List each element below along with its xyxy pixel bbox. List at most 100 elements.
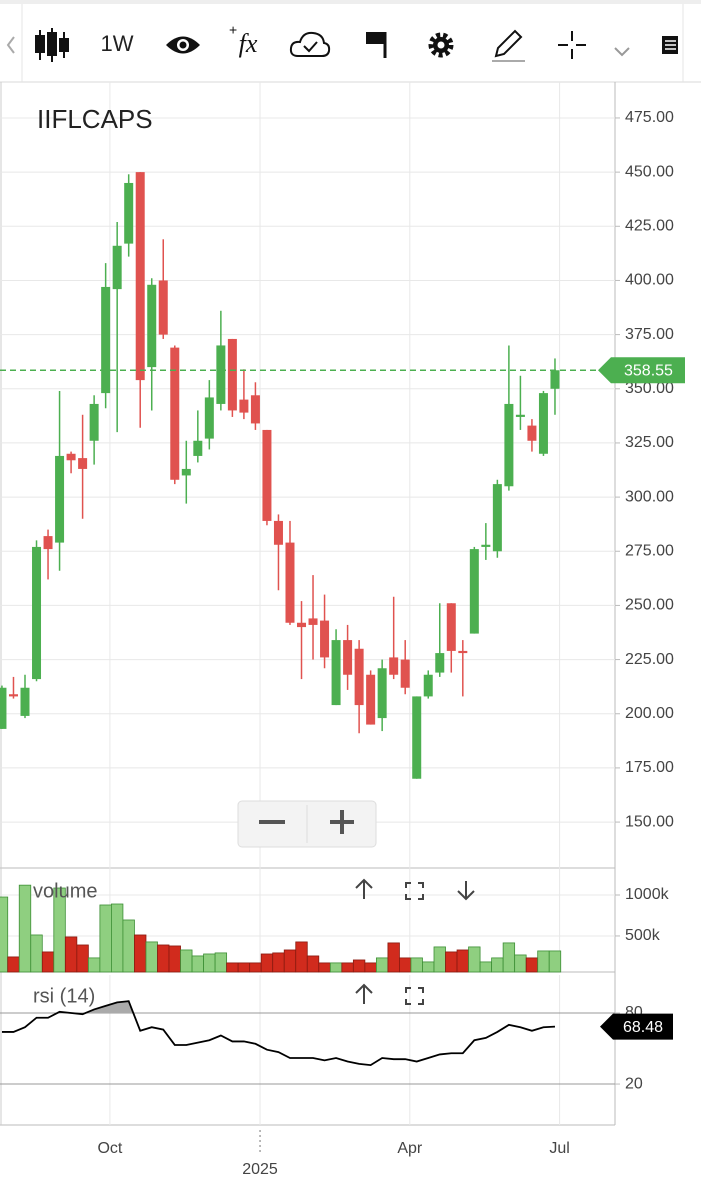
volume-bar bbox=[214, 952, 228, 973]
y-tick-label: 1000k bbox=[625, 886, 670, 903]
rsi-label: 68.48 bbox=[623, 1019, 663, 1036]
volume-bar bbox=[226, 962, 239, 973]
volume-bar bbox=[399, 957, 412, 973]
candle-body bbox=[124, 182, 134, 244]
y-tick-label: 325.00 bbox=[625, 434, 674, 451]
volume-bar bbox=[295, 941, 308, 973]
candle-body bbox=[216, 345, 226, 404]
volume-bar bbox=[445, 951, 458, 973]
last-price-label: 358.55 bbox=[624, 362, 673, 379]
candle-body bbox=[320, 620, 330, 658]
candle-body bbox=[366, 674, 376, 725]
more-chevron[interactable] bbox=[614, 47, 630, 57]
candle-body bbox=[32, 546, 42, 680]
volume-bar bbox=[237, 962, 251, 973]
indicator-button[interactable]: + fx bbox=[229, 22, 258, 58]
x-tick-label: Jul bbox=[549, 1140, 569, 1157]
candle-body bbox=[285, 542, 295, 623]
volume-bar bbox=[180, 949, 193, 973]
top-strip bbox=[0, 0, 701, 4]
volume-bar bbox=[41, 951, 55, 973]
volume-bar bbox=[329, 962, 343, 973]
volume-bar bbox=[272, 952, 285, 973]
candle-body bbox=[389, 657, 399, 675]
candle-body bbox=[170, 347, 180, 480]
volume-bar bbox=[99, 904, 112, 973]
y-tick-label: 275.00 bbox=[625, 542, 674, 559]
candle-body bbox=[400, 659, 410, 688]
candle-body bbox=[204, 397, 214, 439]
volume-bar bbox=[422, 961, 435, 973]
candle-body bbox=[20, 687, 30, 716]
candle-body bbox=[331, 640, 341, 706]
zoom-in-button[interactable] bbox=[330, 810, 354, 834]
volume-bar bbox=[502, 942, 516, 973]
candle-body bbox=[250, 395, 260, 424]
candle-body bbox=[8, 694, 18, 697]
volume-bar bbox=[30, 934, 43, 973]
volume-bar bbox=[122, 919, 135, 973]
candle-body bbox=[147, 284, 157, 368]
symbol-title: IIFLCAPS bbox=[37, 104, 153, 134]
menu-button[interactable] bbox=[662, 36, 678, 54]
plot-area: Oct 2025 Apr Jul 150.00 175.00 200.00 225.00 250… bbox=[0, 82, 685, 1178]
visibility-button[interactable] bbox=[166, 36, 200, 54]
volume-bar bbox=[491, 957, 504, 973]
x-tick-label: Oct bbox=[97, 1140, 122, 1157]
y-tick-label: 150.00 bbox=[625, 813, 674, 830]
volume-bar bbox=[479, 961, 493, 973]
candle-body bbox=[0, 687, 7, 729]
draw-button[interactable] bbox=[492, 29, 525, 62]
volume-bar bbox=[249, 962, 262, 973]
candle-body bbox=[492, 484, 502, 552]
zoom-out-button[interactable] bbox=[259, 820, 285, 824]
chart-type-button[interactable] bbox=[35, 28, 69, 62]
candle-body bbox=[297, 622, 307, 628]
volume-bar bbox=[456, 949, 469, 973]
candle-body bbox=[227, 338, 237, 411]
scroll-left[interactable] bbox=[6, 36, 15, 54]
volume-bar bbox=[306, 955, 320, 973]
y-tick-label: 475.00 bbox=[625, 109, 674, 126]
volume-bar bbox=[0, 896, 9, 973]
candle-body bbox=[423, 674, 433, 697]
candle-body bbox=[239, 399, 249, 413]
rsi-line bbox=[1, 1000, 556, 1067]
candle-body bbox=[193, 440, 203, 456]
y-tick-label: 500k bbox=[625, 927, 661, 944]
candle-body bbox=[55, 455, 65, 543]
volume-bar bbox=[548, 950, 562, 973]
move-up-button[interactable] bbox=[355, 878, 373, 899]
candle-body bbox=[527, 425, 537, 441]
volume-bar bbox=[364, 962, 377, 973]
candle-body bbox=[354, 648, 364, 706]
volume-bar bbox=[168, 945, 181, 973]
candle-body bbox=[101, 286, 111, 394]
volume-bar bbox=[64, 936, 78, 973]
volume-title: volume bbox=[33, 880, 97, 902]
move-up-button[interactable] bbox=[355, 983, 373, 1004]
x-tick-label: Apr bbox=[397, 1140, 423, 1157]
overbought-fill bbox=[1, 1001, 555, 1014]
volume-bar bbox=[7, 956, 20, 973]
volume-bar bbox=[260, 953, 274, 973]
volume-bar bbox=[134, 934, 147, 973]
candle-body bbox=[112, 245, 122, 290]
cloud-button[interactable] bbox=[289, 31, 331, 57]
maximize-button[interactable] bbox=[405, 987, 424, 1005]
y-tick-label: 250.00 bbox=[625, 597, 674, 614]
volume-bar bbox=[433, 946, 446, 973]
volume-bar bbox=[283, 949, 297, 973]
timeframe-button[interactable]: 1W bbox=[101, 31, 134, 56]
candle-body bbox=[43, 536, 53, 550]
settings-button[interactable] bbox=[428, 32, 454, 58]
flag-button[interactable] bbox=[366, 32, 387, 58]
maximize-button[interactable] bbox=[405, 882, 424, 900]
crosshair-button[interactable] bbox=[558, 31, 586, 59]
candle-body bbox=[78, 458, 88, 469]
rsi-title: rsi (14) bbox=[33, 985, 95, 1007]
candle-body bbox=[481, 544, 491, 547]
candle-body bbox=[377, 668, 387, 719]
y-tick-label: 450.00 bbox=[625, 163, 674, 180]
move-down-button[interactable] bbox=[457, 881, 475, 901]
